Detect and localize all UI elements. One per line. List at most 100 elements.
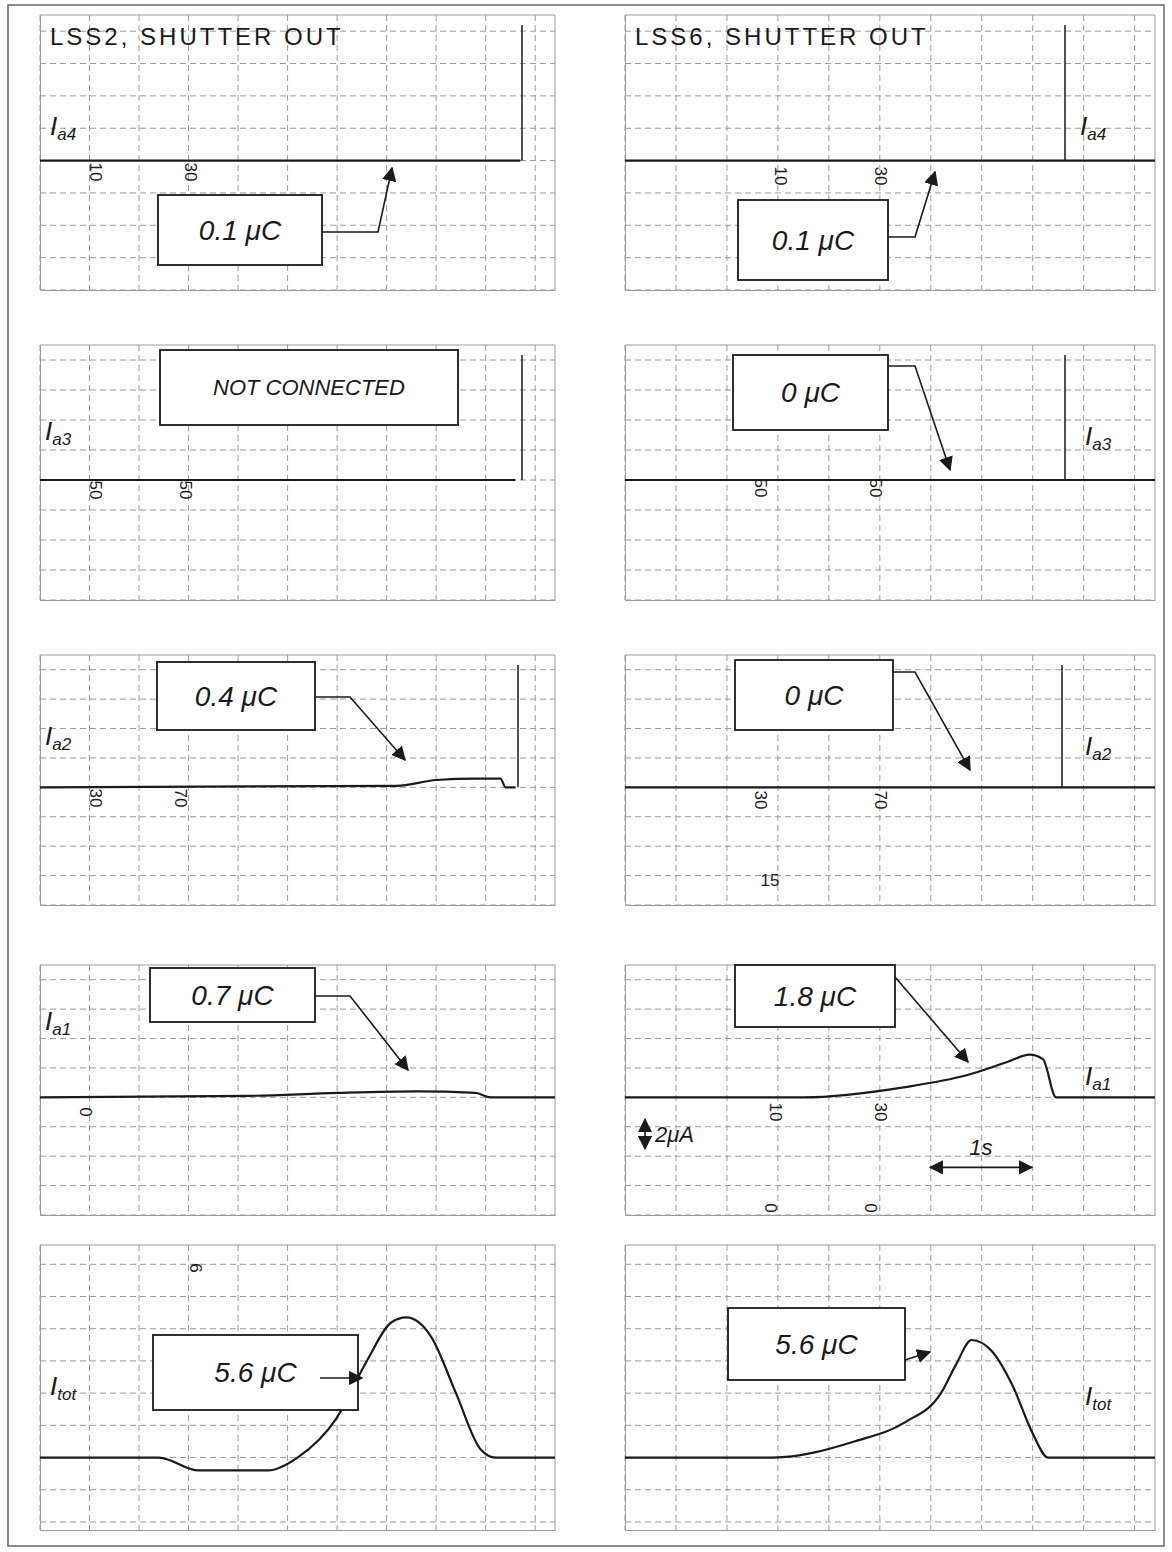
- trace: [625, 479, 1155, 481]
- paper-mark: 70: [171, 789, 190, 808]
- paper-mark: 50: [866, 479, 885, 498]
- y-axis: [625, 346, 627, 601]
- grid-line-y: [625, 360, 1155, 361]
- texts: Itot5.6 μC: [728, 1308, 1112, 1414]
- grid-line-y: [40, 450, 555, 451]
- grid-line-y: [625, 290, 1155, 291]
- y-axis-line: [625, 966, 626, 1216]
- grid-line-x: [1083, 345, 1084, 600]
- paper-mark: 6: [186, 1263, 205, 1272]
- texts: Ia10.7 μC0: [45, 968, 408, 1117]
- paper-mark: 70: [871, 791, 890, 810]
- x-axis: [41, 290, 556, 292]
- annotation-arrow: [895, 977, 968, 1062]
- plot-frame: [555, 655, 556, 905]
- y-axis: [40, 966, 42, 1216]
- grid-line-x: [625, 15, 626, 290]
- panel: LSS6, SHUTTER OUTIa40.1 μC1030: [625, 15, 1156, 291]
- panel: Ia20 μC307015: [625, 655, 1156, 906]
- grid-line-x: [981, 655, 982, 905]
- grid-line-y: [625, 570, 1155, 571]
- plot-frame: [1155, 965, 1156, 1215]
- paper-mark: 30: [751, 791, 770, 810]
- grid-line-y: [40, 160, 555, 161]
- y-axis-line: [625, 16, 626, 291]
- y-axis-line: [625, 656, 626, 906]
- grid-line-x: [675, 15, 676, 290]
- pen-line: [1061, 665, 1063, 787]
- marks: [40, 779, 515, 788]
- grid-line-y: [625, 510, 1155, 511]
- grid-line-y: [40, 600, 555, 601]
- grid-line-y: [625, 1296, 1155, 1297]
- grid-line-y: [40, 192, 555, 193]
- paper-mark: 0: [76, 1107, 95, 1116]
- y-axis-line: [625, 346, 626, 601]
- annotation-box: [735, 660, 893, 730]
- grid-line-y: [625, 600, 1155, 601]
- annotation: 0.4 μC: [195, 681, 278, 712]
- grid-line-x: [1134, 655, 1135, 905]
- annotation-box: [738, 200, 888, 280]
- grid-line-x: [930, 345, 931, 600]
- panel: Ia11.8 μC1030002μA1s: [625, 965, 1156, 1216]
- grid-line-y: [625, 816, 1155, 817]
- paper-mark: 50: [86, 481, 105, 500]
- annotation: NOT CONNECTED: [213, 375, 405, 400]
- grid-line-x: [40, 15, 41, 290]
- grid-line-y: [40, 1328, 555, 1329]
- grid-line-y: [625, 480, 1155, 481]
- x-axis: [41, 905, 556, 907]
- x-axis: [41, 1530, 556, 1532]
- texts: Ia20.4 μC3070: [45, 662, 405, 807]
- plot-frame: [1155, 1245, 1156, 1530]
- annotation: 5.6 μC: [214, 1357, 297, 1388]
- trace: [625, 786, 1155, 788]
- trace: [40, 1317, 555, 1470]
- paper-mark: 15: [761, 871, 780, 890]
- grid-line-x: [436, 965, 437, 1215]
- marks: [625, 480, 1155, 481]
- pen-line: [1064, 355, 1066, 480]
- grid-line-y: [625, 905, 1155, 906]
- grid-line-y: [40, 1264, 555, 1265]
- annotation: 0 μC: [785, 680, 845, 711]
- plot-frame: [40, 1245, 555, 1246]
- annotation-box: [728, 1308, 905, 1380]
- grid-line-y: [625, 420, 1155, 421]
- marks: [40, 480, 515, 481]
- grid-line-x: [930, 655, 931, 905]
- grid-line-x: [40, 965, 41, 1215]
- channel-label: Ia2: [45, 721, 72, 754]
- grid-line-x: [981, 345, 982, 600]
- texts: Ia11.8 μC1030002μA1s: [645, 965, 1111, 1213]
- plot-frame: [625, 1245, 1155, 1246]
- y-axis: [40, 16, 42, 291]
- plot-frame: [625, 15, 1155, 16]
- plot-frame: [555, 1245, 556, 1530]
- grid-line-x: [337, 15, 338, 290]
- grid: [625, 965, 1155, 1215]
- grid-line-y: [625, 1489, 1155, 1490]
- grid-line-x: [386, 655, 387, 905]
- annotation-box: [733, 355, 888, 430]
- grid-line-y: [40, 1126, 555, 1127]
- grid-line-x: [535, 15, 536, 290]
- grid-line-y: [625, 63, 1155, 64]
- channel-label: Ia1: [1085, 1061, 1111, 1094]
- grid-line-x: [675, 655, 676, 905]
- marks: [625, 160, 1155, 161]
- grid-line-x: [337, 655, 338, 905]
- annotation-box: [158, 195, 322, 265]
- grid-line-x: [89, 15, 90, 290]
- panel: Ia20.4 μC3070: [40, 655, 556, 906]
- grid-line-x: [485, 655, 486, 905]
- grid-line-x: [675, 345, 676, 600]
- y-axis: [625, 656, 627, 906]
- paper-mark: 30: [871, 167, 890, 186]
- grid-line-y: [40, 757, 555, 758]
- grid-line-x: [828, 1245, 829, 1530]
- grid-line-x: [337, 965, 338, 1215]
- grid-line-y: [625, 257, 1155, 258]
- trace: [40, 159, 520, 161]
